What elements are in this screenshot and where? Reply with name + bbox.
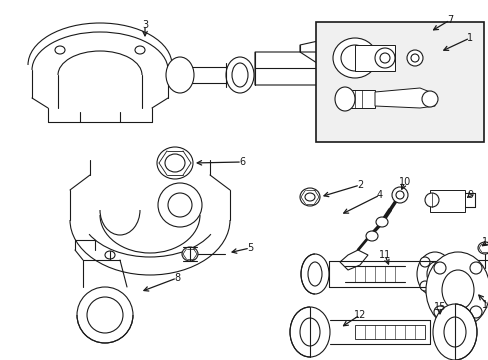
- Text: 14: 14: [481, 237, 488, 247]
- Bar: [345, 90, 374, 108]
- Ellipse shape: [158, 183, 202, 227]
- Polygon shape: [409, 50, 439, 100]
- Ellipse shape: [225, 57, 253, 93]
- Ellipse shape: [365, 231, 377, 241]
- Ellipse shape: [433, 306, 445, 318]
- Ellipse shape: [165, 57, 194, 93]
- Ellipse shape: [87, 297, 123, 333]
- Ellipse shape: [419, 257, 429, 267]
- Ellipse shape: [395, 191, 403, 199]
- Ellipse shape: [391, 187, 407, 203]
- Ellipse shape: [441, 270, 473, 310]
- Ellipse shape: [305, 193, 314, 201]
- Polygon shape: [349, 28, 384, 42]
- Ellipse shape: [334, 87, 354, 111]
- Ellipse shape: [406, 50, 422, 66]
- Ellipse shape: [299, 188, 319, 206]
- Polygon shape: [374, 88, 434, 108]
- Text: 9: 9: [466, 190, 472, 200]
- Text: 6: 6: [239, 157, 244, 167]
- Text: 8: 8: [174, 273, 180, 283]
- Bar: [354, 45, 394, 71]
- Ellipse shape: [443, 317, 465, 347]
- Ellipse shape: [302, 323, 317, 337]
- Polygon shape: [254, 52, 319, 85]
- Polygon shape: [339, 250, 367, 270]
- Ellipse shape: [426, 262, 442, 286]
- Ellipse shape: [419, 53, 429, 61]
- Ellipse shape: [424, 193, 438, 207]
- Ellipse shape: [340, 45, 368, 71]
- Ellipse shape: [439, 257, 449, 267]
- Ellipse shape: [301, 254, 328, 294]
- Ellipse shape: [157, 147, 193, 179]
- Polygon shape: [299, 35, 364, 52]
- Ellipse shape: [375, 217, 387, 227]
- Ellipse shape: [416, 252, 452, 296]
- Ellipse shape: [379, 53, 389, 63]
- Ellipse shape: [105, 251, 115, 259]
- Ellipse shape: [77, 287, 133, 343]
- Ellipse shape: [307, 262, 321, 286]
- Text: 2: 2: [356, 180, 363, 190]
- Text: 3: 3: [142, 20, 148, 30]
- Ellipse shape: [135, 46, 145, 54]
- Ellipse shape: [231, 63, 247, 87]
- Text: 11: 11: [378, 250, 390, 260]
- Ellipse shape: [433, 262, 445, 274]
- Ellipse shape: [477, 242, 488, 254]
- Text: 13: 13: [481, 300, 488, 310]
- Text: 7: 7: [446, 15, 452, 25]
- Ellipse shape: [332, 38, 376, 78]
- Text: 1: 1: [466, 33, 472, 43]
- Ellipse shape: [299, 318, 319, 346]
- Bar: [354, 325, 424, 339]
- Ellipse shape: [421, 91, 437, 107]
- Bar: [315, 22, 483, 142]
- Ellipse shape: [164, 154, 184, 172]
- Ellipse shape: [469, 262, 481, 274]
- Ellipse shape: [419, 281, 429, 291]
- Text: 10: 10: [398, 177, 410, 187]
- Text: 4: 4: [376, 190, 382, 200]
- Text: 12: 12: [353, 310, 366, 320]
- Ellipse shape: [469, 306, 481, 318]
- Ellipse shape: [432, 304, 476, 360]
- Ellipse shape: [182, 247, 198, 261]
- Text: 15: 15: [433, 302, 445, 312]
- Ellipse shape: [374, 48, 394, 68]
- Ellipse shape: [416, 67, 432, 83]
- Ellipse shape: [410, 54, 418, 62]
- Ellipse shape: [168, 193, 192, 217]
- Ellipse shape: [439, 281, 449, 291]
- Text: 5: 5: [246, 243, 253, 253]
- Ellipse shape: [289, 307, 329, 357]
- Ellipse shape: [55, 46, 65, 54]
- Ellipse shape: [425, 252, 488, 328]
- Ellipse shape: [420, 71, 428, 79]
- Bar: [429, 190, 464, 212]
